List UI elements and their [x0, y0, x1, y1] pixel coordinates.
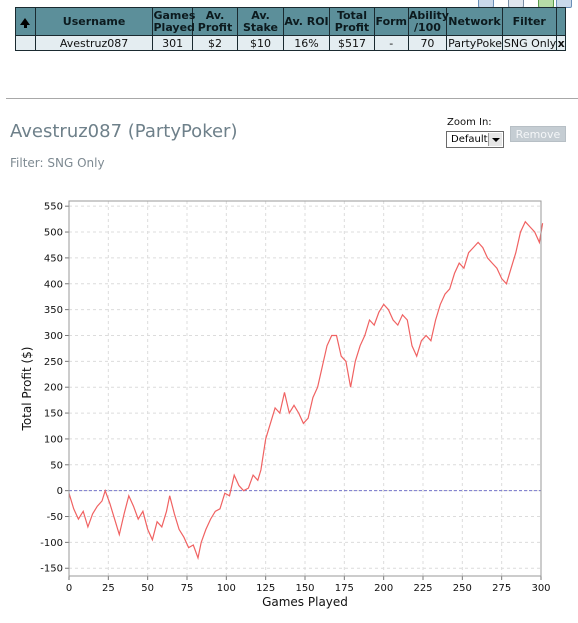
section-divider — [6, 98, 578, 99]
filter-label: Filter: SNG Only — [10, 156, 105, 170]
y-tick-label: 150 — [44, 409, 63, 420]
chevron-down-icon[interactable] — [488, 133, 502, 146]
y-tick-label: 200 — [44, 383, 63, 394]
remove-button[interactable]: Remove — [510, 126, 566, 142]
cell-network[interactable]: PartyPoker — [446, 35, 503, 51]
zoom-select[interactable]: Default — [446, 131, 504, 148]
x-axis-title: Games Played — [262, 595, 348, 609]
x-tick-label: 300 — [531, 583, 550, 594]
player-stats-table: Username Games Played Av. Profit Av. Stake … — [15, 7, 567, 51]
x-tick-label: 150 — [295, 583, 314, 594]
cell-total-profit: $517 — [329, 35, 375, 51]
header-form[interactable]: Form — [373, 7, 409, 36]
header-username[interactable]: Username — [34, 7, 154, 36]
cell-filter: SNG Only — [501, 35, 557, 51]
chart-grid — [68, 201, 542, 576]
y-tick-label: -100 — [40, 538, 63, 549]
x-tick-label: 175 — [335, 583, 354, 594]
header-network[interactable]: Network — [446, 7, 503, 36]
x-tick-label: 200 — [374, 583, 393, 594]
x-tick-label: 250 — [453, 583, 472, 594]
zoom-selected-value: Default — [451, 134, 488, 145]
x-tick-label: 100 — [217, 583, 236, 594]
y-tick-label: 450 — [44, 253, 63, 264]
x-tick-label: 75 — [181, 583, 194, 594]
y-axis-ticks: 550500450400350300250200150100500-50-100… — [40, 202, 69, 575]
y-tick-label: -50 — [47, 512, 63, 523]
row-sort-cell — [15, 35, 36, 51]
sort-up-arrow-icon[interactable] — [20, 18, 31, 28]
table-row: Avestruz087 301 $2 $10 16% $517 - 70 Par… — [15, 35, 567, 51]
header-av-profit[interactable]: Av. Profit — [191, 7, 239, 36]
x-tick-label: 0 — [66, 583, 72, 594]
profit-chart: 0 25 50 75 100 125 150 175 200 225 250 275 300 550 50… — [20, 200, 551, 609]
cell-av-roi: 16% — [282, 35, 331, 51]
y-tick-label: 350 — [44, 305, 63, 316]
x-tick-label: 225 — [413, 583, 432, 594]
header-delete — [555, 7, 567, 36]
x-tick-label: 125 — [256, 583, 275, 594]
y-tick-label: 300 — [44, 331, 63, 342]
x-tick-label: 50 — [141, 583, 154, 594]
y-tick-label: 250 — [44, 357, 63, 368]
y-tick-label: 0 — [57, 486, 63, 497]
x-tick-label: 25 — [102, 583, 115, 594]
x-axis-ticks: 0 25 50 75 100 125 150 175 200 225 250 275 300 — [66, 576, 551, 594]
y-tick-label: 50 — [50, 460, 63, 471]
header-ability[interactable]: Ability/100 — [407, 7, 449, 36]
y-tick-label: -150 — [40, 564, 63, 575]
cell-games-played: 301 — [152, 35, 193, 51]
y-axis-title: Total Profit ($) — [20, 347, 34, 432]
plot-area — [68, 200, 542, 577]
delete-row-icon[interactable]: x — [555, 35, 567, 51]
cell-av-stake: $10 — [237, 35, 284, 51]
y-tick-label: 550 — [44, 202, 63, 213]
cell-ability: 70 — [407, 35, 448, 51]
header-av-roi[interactable]: Av. ROI — [282, 7, 331, 36]
header-total-profit[interactable]: Total Profit — [329, 7, 375, 36]
player-title: Avestruz087 (PartyPoker) — [10, 121, 238, 142]
zoom-label: Zoom In: — [447, 117, 492, 128]
cell-username[interactable]: Avestruz087 — [34, 35, 154, 51]
cell-av-profit: $2 — [191, 35, 239, 51]
series-line — [68, 220, 544, 561]
y-tick-label: 100 — [44, 434, 63, 445]
header-filter[interactable]: Filter — [501, 7, 557, 36]
y-tick-label: 400 — [44, 279, 63, 290]
sort-column[interactable] — [15, 7, 36, 36]
cell-form: - — [373, 35, 409, 51]
y-tick-label: 500 — [44, 228, 63, 239]
header-games-played[interactable]: Games Played — [152, 7, 196, 36]
header-av-stake[interactable]: Av. Stake — [237, 7, 284, 36]
x-tick-label: 275 — [492, 583, 511, 594]
